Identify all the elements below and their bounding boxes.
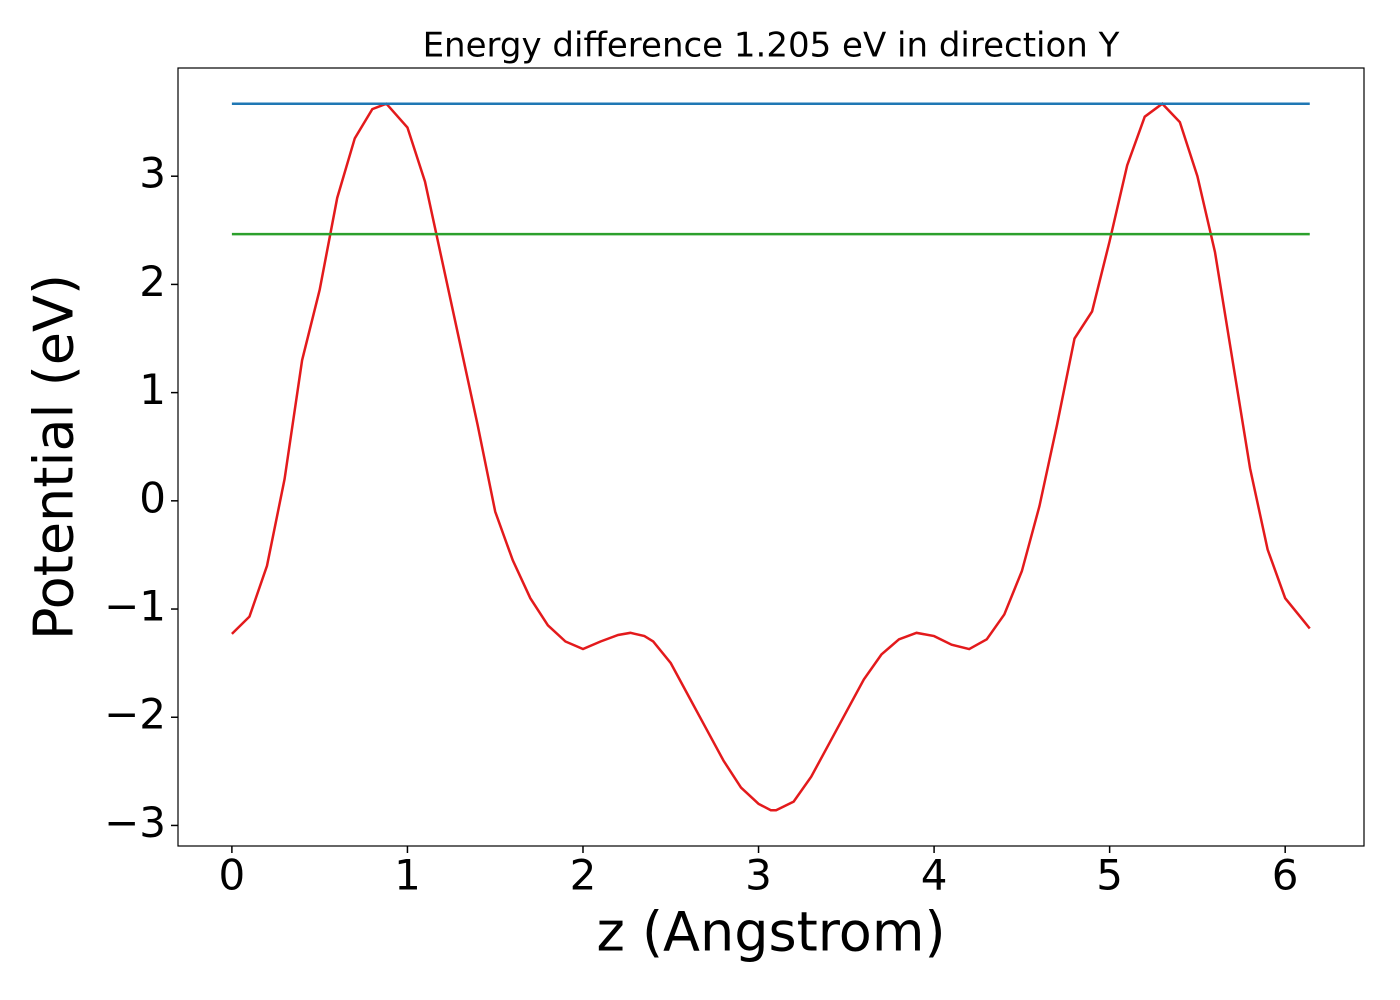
- y-tick-label: 2: [139, 257, 166, 306]
- plot-frame: [177, 67, 1365, 847]
- y-tick-label: −1: [104, 582, 166, 631]
- chart-title: Energy difference 1.205 eV in direction …: [423, 26, 1120, 66]
- y-tick-label: 3: [139, 149, 166, 198]
- x-tick-label: 6: [1272, 851, 1299, 900]
- line-series: [231, 102, 1311, 812]
- x-tick-label: 4: [921, 851, 948, 900]
- x-tick-label: 2: [570, 851, 597, 900]
- x-tick-label: 1: [394, 851, 421, 900]
- y-tick-label: −3: [104, 798, 166, 847]
- y-tick-label: 0: [139, 473, 166, 522]
- x-tick-label: 0: [219, 851, 246, 900]
- x-tick-label: 3: [745, 851, 772, 900]
- x-tick-label: 5: [1096, 851, 1123, 900]
- y-axis-label: Potential (eV): [23, 274, 86, 640]
- y-tick-label: 1: [139, 365, 166, 414]
- x-axis-label: z (Angstrom): [596, 901, 945, 964]
- y-tick-label: −2: [104, 690, 166, 739]
